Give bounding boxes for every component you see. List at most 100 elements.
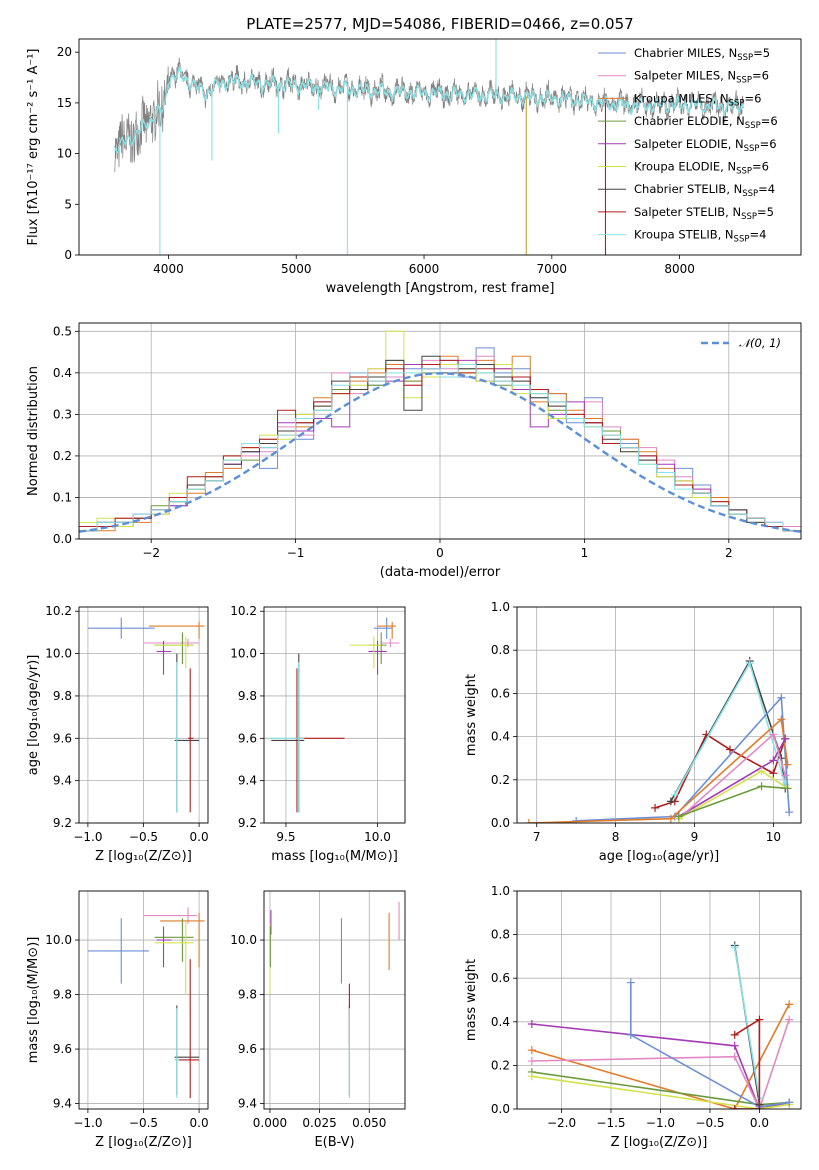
plot-area bbox=[114, 39, 745, 255]
legend-label: Chabrier ELODIE, NSSP=6 bbox=[634, 114, 778, 131]
weight-marker bbox=[730, 1030, 739, 1039]
y-tick-label: 9.6 bbox=[238, 1042, 257, 1056]
weight-marker bbox=[757, 782, 766, 791]
weight-series-line bbox=[733, 947, 761, 1099]
weight-marker bbox=[755, 1105, 764, 1109]
weight-marker bbox=[670, 790, 679, 799]
weight-marker bbox=[730, 1041, 739, 1050]
x-axis-label: (data-model)/error bbox=[380, 565, 501, 580]
x-tick-label: 10 bbox=[766, 830, 781, 844]
weight-marker bbox=[726, 745, 734, 754]
age-vs-mass-panel: 9.5 10.0 9.2 9.4 9.6 9.8 10.0 10.2 mass [log₁₀(M… bbox=[230, 604, 406, 864]
y-tick-label: 0.0 bbox=[53, 532, 72, 546]
spectrum-title: PLATE=2577, MJD=54086, FIBERID=0466, z=0… bbox=[246, 15, 633, 33]
y-tick-label: 10.2 bbox=[230, 604, 257, 618]
x-tick-label: 0.050 bbox=[352, 1116, 386, 1130]
y-tick-label: 9.2 bbox=[238, 816, 257, 830]
axes-frame bbox=[263, 606, 406, 824]
weight-marker bbox=[666, 797, 675, 806]
x-tick-label: −1.0 bbox=[646, 1116, 675, 1130]
y-tick-label: 1.0 bbox=[491, 600, 510, 614]
x-axis-label: Z [log₁₀(Z/Z⊙)] bbox=[611, 1135, 708, 1150]
legend-label: Chabrier MILES, NSSP=5 bbox=[634, 46, 770, 63]
y-tick-label: 0.3 bbox=[53, 407, 72, 421]
y-tick-label: 0.2 bbox=[491, 1058, 510, 1072]
y-tick-label: 9.6 bbox=[53, 731, 72, 745]
x-tick-label: 1 bbox=[581, 546, 589, 560]
x-tick-label: 8 bbox=[612, 830, 620, 844]
legend-label: Salpeter ELODIE, NSSP=6 bbox=[634, 137, 777, 154]
weight-marker bbox=[785, 808, 794, 817]
mass-weight-vs-metallicity-panel: −2.0 −1.5 −1.0 −0.5 0.0 0.0 0.2 0.4 0.6 0.8 1.0 Z [… bbox=[464, 884, 802, 1150]
axes-frame bbox=[516, 606, 802, 824]
weight-marker bbox=[769, 730, 778, 739]
y-tick-label: 10.0 bbox=[45, 933, 72, 947]
weight-marker bbox=[674, 812, 683, 821]
y-tick-label: 0.2 bbox=[491, 773, 510, 787]
legend-label: Kroupa MILES, NSSP=6 bbox=[634, 91, 761, 108]
mass-vs-metallicity-panel: −1.0 −0.5 0.0 9.4 9.6 9.8 10.0 Z [log₁₀(Z/Z⊙)] m… bbox=[26, 890, 209, 1150]
y-tick-label: 10.2 bbox=[45, 604, 72, 618]
plot-area bbox=[527, 941, 794, 1109]
weight-marker bbox=[777, 715, 786, 724]
x-tick-label: 5000 bbox=[281, 262, 312, 276]
x-tick-label: 9.5 bbox=[276, 830, 295, 844]
y-tick-label: 9.4 bbox=[238, 774, 257, 788]
weight-series-line bbox=[734, 1018, 761, 1109]
weight-marker bbox=[666, 814, 675, 823]
y-tick-label: 9.4 bbox=[53, 1097, 72, 1111]
plot-area bbox=[524, 657, 794, 823]
weight-marker bbox=[755, 1015, 764, 1024]
y-axis-label: age [log₁₀(age/yr)] bbox=[26, 655, 41, 776]
y-tick-label: 9.6 bbox=[238, 731, 257, 745]
weight-marker bbox=[757, 767, 766, 776]
spectrum-panel: 4000 5000 6000 7000 8000 0 5 10 15 20 wavelength [… bbox=[26, 38, 802, 296]
y-axis-label: mass [log₁₀(M/M⊙)] bbox=[26, 937, 41, 1064]
x-tick-label: −0.5 bbox=[695, 1116, 724, 1130]
y-axis-label: mass weight bbox=[464, 674, 479, 756]
x-tick-label: 0.0 bbox=[190, 830, 209, 844]
x-tick-label: 10.0 bbox=[364, 830, 391, 844]
y-tick-label: 9.4 bbox=[238, 1097, 257, 1111]
y-tick-label: 0.1 bbox=[53, 490, 72, 504]
weight-marker bbox=[769, 756, 778, 765]
axes-frame bbox=[78, 890, 209, 1110]
weight-marker bbox=[527, 1072, 536, 1081]
x-tick-label: 0.000 bbox=[253, 1116, 287, 1130]
weight-series-line bbox=[531, 1004, 790, 1109]
weight-series-line bbox=[678, 785, 788, 818]
axes-frame bbox=[516, 890, 802, 1110]
x-tick-label: −0.5 bbox=[129, 1116, 158, 1130]
x-tick-label: 7000 bbox=[537, 262, 568, 276]
weight-marker bbox=[781, 734, 790, 743]
x-tick-label: 0 bbox=[436, 546, 444, 560]
legend-label: Salpeter STELIB, NSSP=5 bbox=[634, 205, 774, 222]
weight-marker bbox=[730, 1105, 739, 1109]
y-axis-label: Flux [fλ10⁻¹⁷ erg cm⁻² s⁻¹ A⁻¹] bbox=[26, 49, 41, 246]
y-tick-label: 5 bbox=[64, 197, 72, 211]
weight-series-line bbox=[654, 733, 786, 809]
y-tick-label: 9.6 bbox=[53, 1042, 72, 1056]
y-tick-label: 10.0 bbox=[230, 647, 257, 661]
weight-marker bbox=[783, 760, 792, 769]
weight-marker bbox=[785, 1000, 794, 1009]
x-tick-label: −1 bbox=[287, 546, 305, 560]
legend-label: Chabrier STELIB, NSSP=4 bbox=[634, 182, 775, 199]
weight-series-line bbox=[629, 982, 790, 1108]
weight-marker bbox=[785, 1015, 794, 1024]
axes-frame bbox=[263, 890, 406, 1110]
y-tick-label: 0.2 bbox=[53, 449, 72, 463]
normal-distribution-curve bbox=[79, 372, 801, 533]
plot-area bbox=[267, 617, 400, 813]
y-axis-label: Normed distribution bbox=[26, 366, 41, 496]
weight-marker bbox=[769, 769, 778, 778]
weight-marker bbox=[626, 1030, 635, 1039]
x-axis-label: age [log₁₀(age/yr)] bbox=[599, 849, 720, 864]
axes-frame bbox=[78, 38, 802, 256]
y-axis-label: mass weight bbox=[464, 959, 479, 1041]
y-tick-label: 9.2 bbox=[53, 816, 72, 830]
x-tick-label: −1.0 bbox=[73, 830, 102, 844]
x-tick-label: 0.025 bbox=[302, 1116, 336, 1130]
weight-marker bbox=[651, 803, 660, 812]
